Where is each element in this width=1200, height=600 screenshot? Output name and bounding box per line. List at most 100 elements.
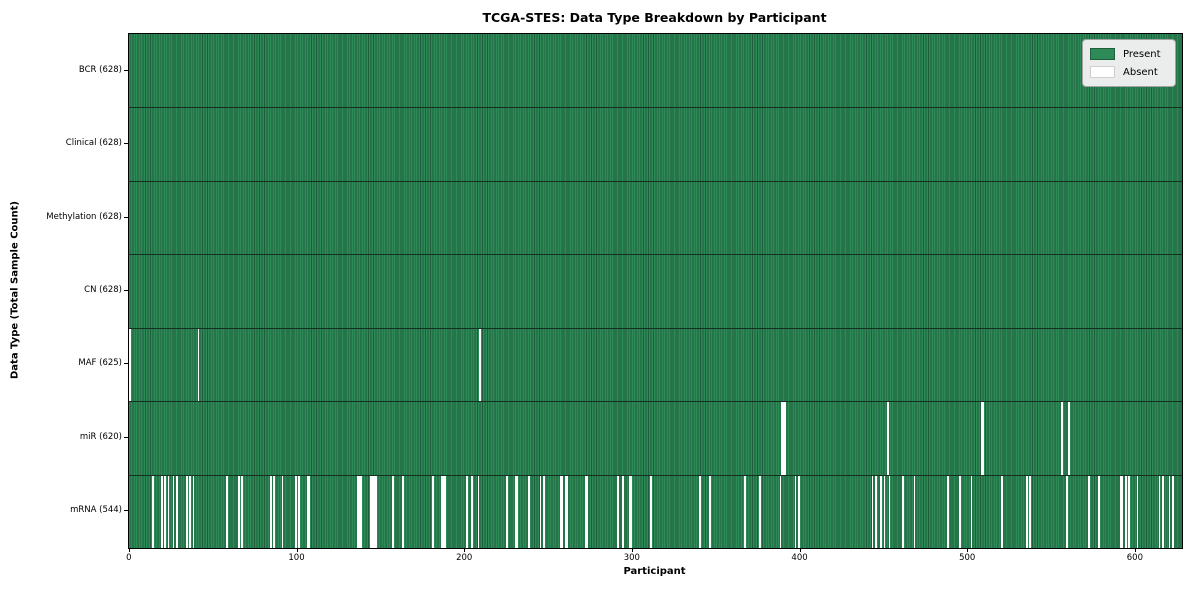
absent-stripe: [197, 328, 200, 402]
absent-stripe: [781, 402, 783, 475]
absent-stripe: [440, 475, 443, 548]
absent-stripe: [1136, 475, 1139, 548]
x-axis-label: Participant: [623, 566, 686, 577]
absent-stripe: [1161, 475, 1164, 548]
absent-stripe: [373, 475, 376, 548]
absent-stripe: [585, 475, 587, 548]
absent-stripe: [516, 475, 518, 548]
absent-stripe: [539, 475, 542, 548]
absent-stripe: [970, 475, 973, 548]
absent-stripe: [1026, 475, 1028, 548]
absent-stripe: [980, 402, 983, 475]
absent-stripe: [564, 475, 567, 548]
absent-stripe: [875, 475, 877, 548]
absent-stripe: [1124, 475, 1127, 548]
x-tick-mark: [128, 548, 130, 552]
absent-stripe: [1128, 475, 1131, 548]
absent-stripe: [616, 475, 619, 548]
absent-stripe: [1168, 475, 1171, 548]
absent-stripe: [466, 475, 468, 548]
absent-stripe: [372, 475, 374, 548]
absent-stripe: [375, 475, 378, 548]
absent-stripe: [888, 475, 891, 548]
y-tick-label-Clinical: Clinical (628): [65, 138, 122, 149]
x-tick-mark: [799, 548, 801, 552]
absent-stripe: [392, 475, 394, 548]
absent-stripe: [1098, 475, 1100, 548]
row-BCR: [129, 34, 1182, 108]
row-Methylation: [129, 180, 1182, 255]
absent-stripe: [358, 475, 361, 548]
absent-stripe: [1029, 475, 1032, 548]
x-tick-label-0: 0: [126, 553, 132, 563]
y-tick-label-CN: CN (628): [84, 285, 122, 295]
absent-stripe: [237, 475, 240, 548]
absent-stripe: [226, 475, 228, 548]
y-tick-label-Methylation: Methylation (628): [46, 211, 122, 222]
absent-stripe: [871, 475, 874, 548]
absent-stripe: [566, 475, 569, 548]
y-tick-mark: [124, 216, 128, 218]
x-tick-label-400: 400: [791, 553, 808, 563]
absent-stripe: [559, 475, 562, 548]
absent-stripe: [506, 475, 508, 548]
absent-stripe: [561, 475, 564, 548]
absent-stripe: [883, 475, 886, 548]
plot-area: [128, 33, 1183, 549]
y-tick-label-miR: miR (620): [79, 431, 122, 442]
absent-stripe: [129, 328, 131, 402]
absent-stripe: [982, 402, 985, 475]
y-tick-label-MAF: MAF (625): [78, 358, 122, 369]
absent-stripe: [273, 475, 275, 548]
absent-stripe: [514, 475, 517, 548]
present-swatch-icon: [1090, 48, 1115, 60]
absent-stripe: [442, 475, 445, 548]
absent-stripe: [479, 328, 482, 402]
absent-stripe: [167, 475, 170, 548]
absent-swatch-icon: [1090, 66, 1115, 78]
absent-stripe: [160, 475, 163, 548]
row-CN: [129, 254, 1182, 328]
legend: Present Absent: [1082, 39, 1176, 87]
absent-stripe: [798, 475, 800, 548]
absent-stripe: [306, 475, 309, 548]
absent-stripe: [794, 475, 797, 548]
x-tick-label-100: 100: [288, 553, 305, 563]
absent-stripe: [192, 475, 195, 548]
absent-stripe: [444, 475, 446, 548]
absent-stripe: [471, 475, 473, 548]
row-miR: [129, 401, 1182, 475]
absent-stripe: [779, 475, 782, 548]
absent-stripe: [175, 475, 178, 548]
absent-stripe: [1000, 475, 1003, 548]
x-tick-mark: [967, 548, 969, 552]
row-Clinical: [129, 107, 1182, 181]
absent-stripe: [1061, 402, 1063, 475]
x-tick-mark: [296, 548, 298, 552]
absent-stripe: [784, 402, 787, 475]
absent-stripe: [628, 475, 631, 548]
absent-stripe: [432, 475, 435, 548]
absent-stripe: [269, 475, 272, 548]
absent-stripe: [1121, 475, 1124, 548]
absent-stripe: [402, 475, 404, 548]
absent-stripe: [543, 475, 545, 548]
x-tick-mark: [1134, 548, 1136, 552]
absent-stripe: [1171, 475, 1174, 548]
absent-stripe: [958, 475, 961, 548]
legend-item-present: Present: [1090, 45, 1168, 63]
absent-stripe: [621, 475, 624, 548]
absent-stripe: [241, 475, 243, 548]
absent-stripe: [709, 475, 711, 548]
absent-stripe: [630, 475, 633, 548]
absent-stripe: [152, 475, 155, 548]
absent-stripe: [1088, 475, 1090, 548]
x-tick-label-300: 300: [623, 553, 640, 563]
x-tick-label-200: 200: [456, 553, 473, 563]
x-tick-label-500: 500: [959, 553, 976, 563]
absent-stripe: [360, 475, 363, 548]
y-tick-label-mRNA: mRNA (544): [70, 505, 122, 516]
absent-stripe: [1066, 475, 1068, 548]
absent-stripe: [172, 475, 175, 548]
